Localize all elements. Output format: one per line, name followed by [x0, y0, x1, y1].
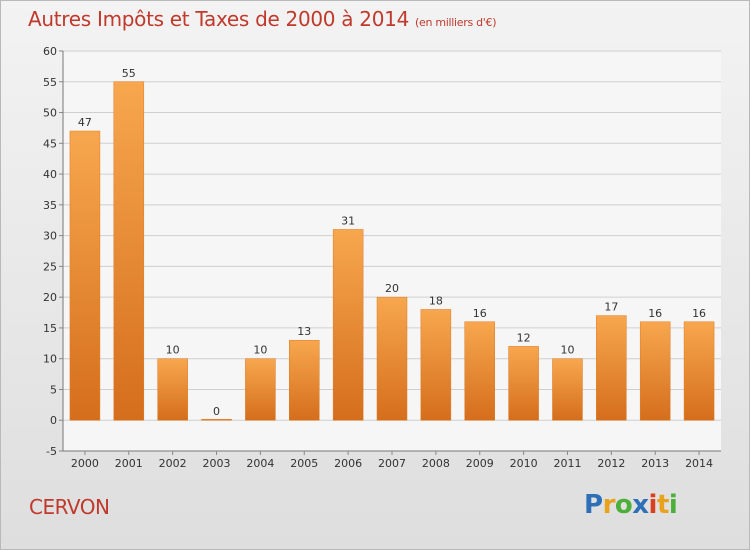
bar-value-label: 10 [253, 344, 267, 357]
bar-value-label: 18 [429, 294, 443, 307]
x-tick-label: 2014 [685, 457, 713, 470]
y-tick-label: 0 [50, 414, 57, 427]
bar-value-label: 10 [166, 344, 180, 357]
bar [201, 418, 232, 421]
bar-value-label: 16 [692, 307, 706, 320]
chart-title-text: Autres Impôts et Taxes de 2000 à 2014 [28, 7, 409, 31]
logo-letter: i [668, 490, 678, 520]
bar-value-label: 16 [648, 307, 662, 320]
bar [596, 315, 627, 421]
x-tick-label: 2000 [71, 457, 99, 470]
x-tick-label: 2012 [597, 457, 625, 470]
y-tick-label: 30 [43, 230, 57, 243]
bar-value-label: 16 [473, 307, 487, 320]
y-tick-label: 50 [43, 107, 57, 120]
y-tick-label: 15 [43, 322, 57, 335]
bar [376, 296, 408, 421]
logo-letter: t [656, 490, 669, 520]
bar [113, 81, 145, 421]
x-tick-label: 2002 [159, 457, 187, 470]
y-tick-label: 45 [43, 137, 57, 150]
y-tick-label: 40 [43, 168, 57, 181]
unit-label: (en milliers d'€) [415, 16, 497, 29]
x-tick-label: 2008 [422, 457, 450, 470]
bar-value-label: 0 [213, 405, 220, 418]
x-tick-label: 2003 [203, 457, 231, 470]
bar [69, 130, 101, 421]
bar [332, 229, 364, 421]
bar-value-label: 55 [122, 67, 136, 80]
y-tick-label: 10 [43, 353, 57, 366]
bar [245, 358, 276, 421]
x-tick-label: 2009 [466, 457, 494, 470]
bar-value-label: 17 [604, 301, 618, 314]
proxiti-logo: Proxiti [584, 490, 678, 520]
logo-letter: o [614, 490, 633, 520]
logo-letter: i [648, 490, 658, 520]
bar-value-label: 13 [297, 325, 311, 338]
x-tick-label: 2005 [290, 457, 318, 470]
y-tick-label: 20 [43, 291, 57, 304]
bar [157, 358, 188, 421]
bar-value-label: 12 [517, 331, 531, 344]
y-tick-label: 5 [50, 383, 57, 396]
chart-title: Autres Impôts et Taxes de 2000 à 2014 (en… [28, 7, 496, 31]
logo-letter: r [602, 490, 616, 520]
bar [464, 321, 495, 421]
x-tick-label: 2011 [553, 457, 581, 470]
y-tick-label: 60 [43, 45, 57, 58]
logo-letter: P [584, 490, 603, 520]
bar [683, 321, 715, 421]
bar [552, 358, 583, 421]
y-tick-label: -5 [46, 445, 57, 458]
bar [508, 346, 539, 421]
x-tick-label: 2007 [378, 457, 406, 470]
bar [639, 321, 671, 421]
x-tick-label: 2013 [641, 457, 669, 470]
logo-letter: x [632, 490, 649, 520]
y-tick-label: 35 [43, 199, 57, 212]
x-tick-label: 2010 [510, 457, 538, 470]
y-tick-label: 25 [43, 260, 57, 273]
x-tick-label: 2001 [115, 457, 143, 470]
bar-value-label: 47 [78, 116, 92, 129]
bar-value-label: 20 [385, 282, 399, 295]
y-tick-label: 55 [43, 76, 57, 89]
commune-name: CERVON [29, 495, 110, 519]
bar-value-label: 10 [560, 344, 574, 357]
x-tick-label: 2006 [334, 457, 362, 470]
x-tick-label: 2004 [246, 457, 274, 470]
bar [420, 309, 452, 421]
bar [289, 339, 320, 421]
bar-value-label: 31 [341, 214, 355, 227]
